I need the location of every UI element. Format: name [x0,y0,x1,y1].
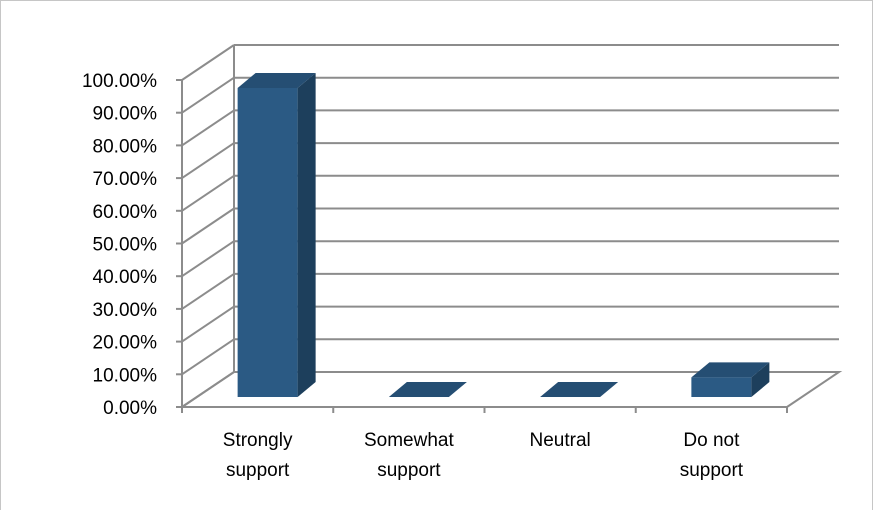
side-gridline [182,274,234,309]
y-tick-label: 60.00% [93,202,158,223]
x-category-label: Strongly [223,430,293,451]
bar-front [238,88,298,397]
x-category-label: support [377,460,441,481]
side-gridline [182,241,234,276]
side-gridline [182,339,234,374]
side-gridline [182,78,234,113]
bar-2 [389,382,467,397]
y-tick-label: 80.00% [93,136,158,157]
y-tick-label: 90.00% [93,104,158,125]
y-tick-label: 20.00% [93,333,158,354]
x-category-label: support [226,460,290,481]
bar-4 [691,362,769,397]
side-gridline [182,209,234,244]
bar-1 [238,73,316,397]
x-category-label: Neutral [530,430,591,451]
side-gridline [182,110,234,145]
side-gridline [182,176,234,211]
bar-top [540,382,618,397]
bar-3 [540,382,618,397]
side-gridline [182,143,234,178]
y-tick-label: 100.00% [82,71,157,92]
side-gridline [182,45,234,80]
x-category-label: Do not [683,430,740,451]
bar-side [298,73,316,397]
y-tick-label: 10.00% [93,365,158,386]
bar-top [389,382,467,397]
y-tick-label: 50.00% [93,235,158,256]
x-category-label: support [680,460,744,481]
y-tick-label: 30.00% [93,300,158,321]
x-category-label: Somewhat [364,430,454,451]
y-tick-label: 40.00% [93,267,158,288]
side-gridline [182,307,234,342]
bar-front [691,377,751,397]
y-tick-label: 0.00% [103,398,157,419]
y-tick-label: 70.00% [93,169,158,190]
